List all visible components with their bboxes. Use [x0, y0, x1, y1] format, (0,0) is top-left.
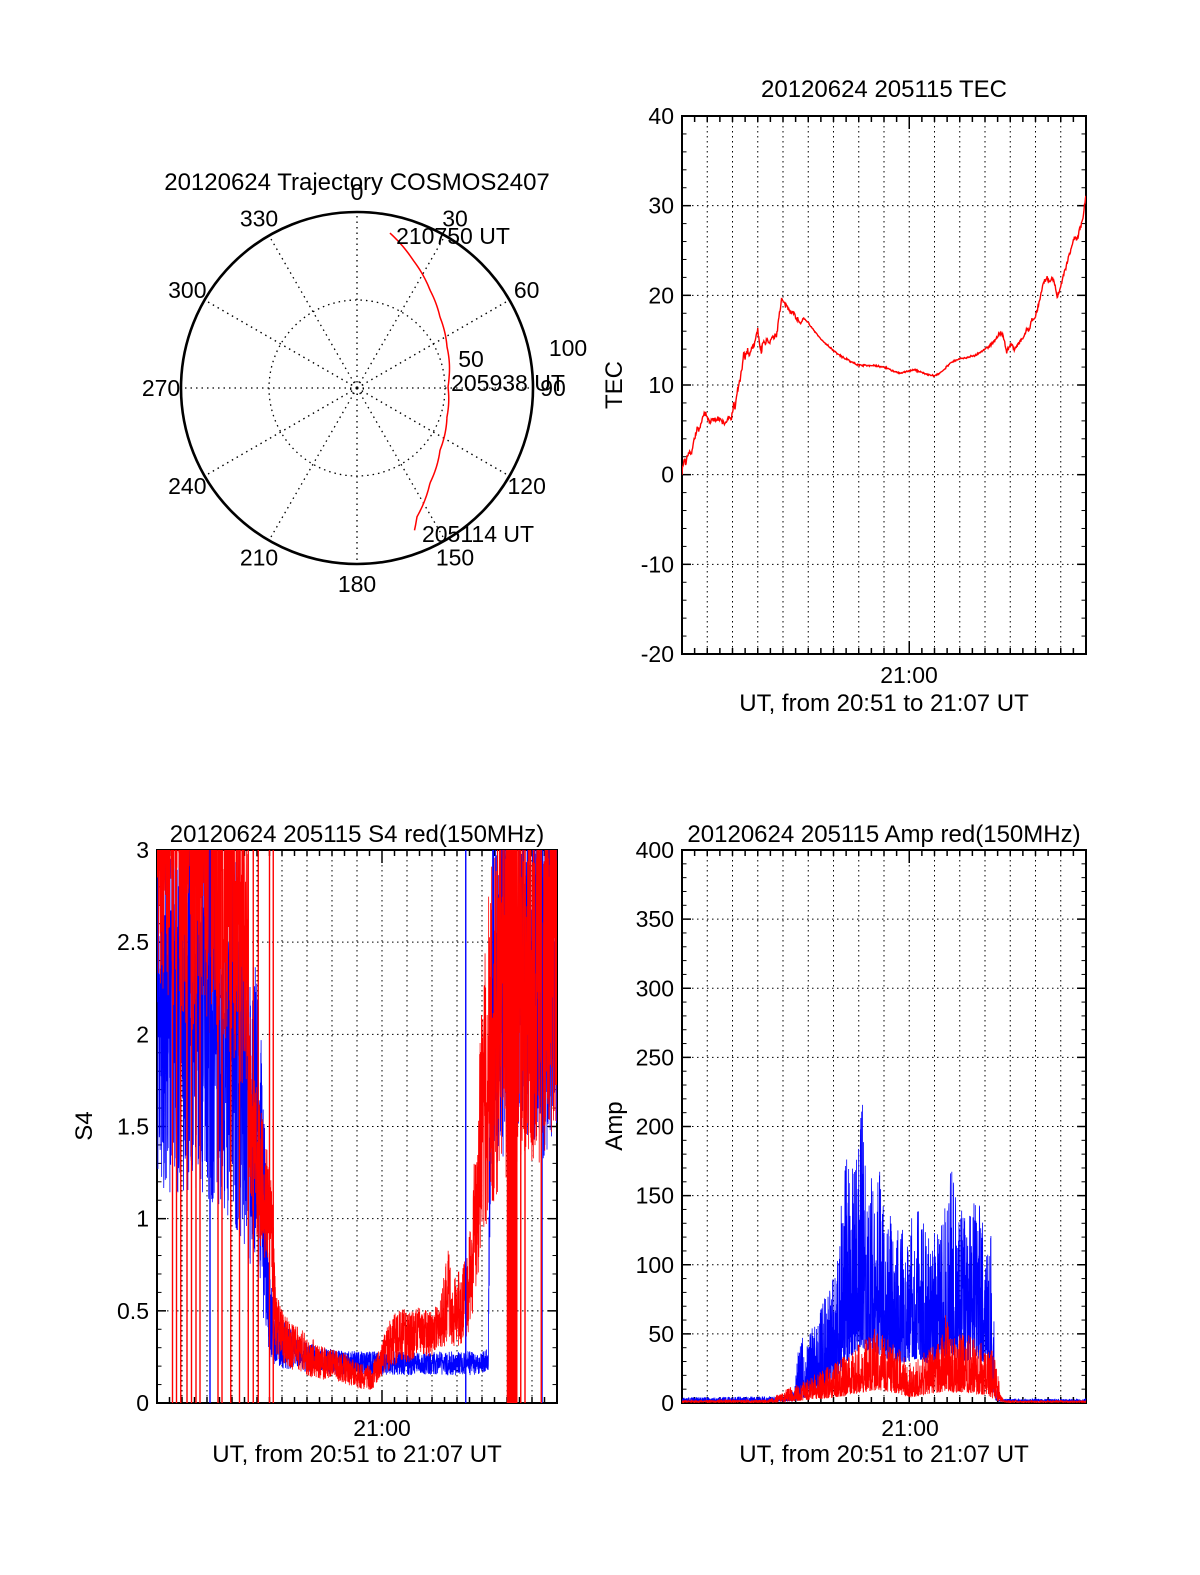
polar-spoke — [204, 299, 358, 389]
tec-x-tick-label: 21:00 — [880, 662, 938, 688]
tec-series — [682, 195, 1086, 475]
azimuth-tick-label: 180 — [338, 571, 376, 597]
y-tick-label: 30 — [648, 193, 674, 219]
s4-title: 20120624 205115 S4 red(150MHz) — [170, 821, 544, 848]
plot-box — [156, 849, 558, 1404]
s4-x-tick-label: 21:00 — [353, 1415, 411, 1441]
radial-tick-label: 100 — [549, 335, 587, 361]
track-time-annotation: 210750 UT — [396, 223, 510, 249]
polar-spoke — [356, 299, 510, 389]
trajectory-labels: 0 30 60 90 120 150 180 210 240 270 300 330 50 100 2107… — [142, 179, 587, 597]
y-tick-label: 20 — [648, 282, 674, 308]
y-tick-label: 300 — [636, 975, 674, 1001]
y-tick-label: -10 — [641, 551, 674, 577]
track-time-annotation: 205938 UT — [451, 370, 565, 396]
azimuth-tick-label: 300 — [168, 277, 206, 303]
y-tick-label: 1.5 — [117, 1114, 149, 1140]
s4-trace-blue — [157, 850, 557, 1376]
polar-spoke — [268, 235, 358, 389]
azimuth-tick-label: 0 — [351, 179, 364, 205]
tec-panel: 20120624 205115 TEC TEC 21:00 UT, from 2… — [601, 76, 1087, 717]
y-tick-label: 10 — [648, 372, 674, 398]
y-tick-label: 150 — [636, 1183, 674, 1209]
track-time-annotation: 205114 UT — [422, 521, 534, 547]
tec-grid: 40 30 20 10 0 -10 -20 — [641, 103, 1087, 667]
y-tick-label: 40 — [648, 103, 674, 129]
polar-ring — [268, 299, 446, 477]
s4-x-axis-label: UT, from 20:51 to 21:07 UT — [212, 1441, 502, 1468]
trajectory-panel: 20120624 Trajectory COSMOS2407 0 30 60 90 12… — [142, 169, 587, 597]
azimuth-tick-label: 240 — [168, 473, 206, 499]
y-tick-label: 50 — [648, 1321, 674, 1347]
s4-solid-span-red — [506, 850, 518, 1403]
polar-center-ring — [349, 380, 365, 396]
plot-box — [681, 115, 1087, 655]
azimuth-tick-label: 150 — [436, 545, 474, 571]
azimuth-tick-label: 330 — [240, 205, 278, 231]
azimuth-tick-label: 90 — [540, 375, 566, 401]
amp-trace-red — [682, 1315, 1086, 1403]
azimuth-tick-label: 120 — [508, 473, 546, 499]
amp-x-axis-label: UT, from 20:51 to 21:07 UT — [739, 1441, 1029, 1468]
y-tick-label: 100 — [636, 1252, 674, 1278]
polar-spoke — [268, 387, 358, 541]
y-tick-label: 400 — [636, 837, 674, 863]
radial-tick-label: 50 — [458, 346, 484, 372]
trajectory-track-line — [389, 232, 451, 531]
azimuth-tick-label: 30 — [442, 205, 468, 231]
y-tick-label: 350 — [636, 906, 674, 932]
polar-spoke — [356, 235, 446, 389]
amp-series — [682, 1104, 1086, 1403]
plot-box — [681, 849, 1087, 1404]
tec-x-axis-label: UT, from 20:51 to 21:07 UT — [739, 690, 1029, 717]
y-tick-label: 2 — [136, 1021, 149, 1047]
y-tick-label: 0 — [661, 1390, 674, 1416]
y-tick-label: -20 — [641, 641, 674, 667]
trajectory-title: 20120624 Trajectory COSMOS2407 — [164, 169, 550, 196]
amp-title: 20120624 205115 Amp red(150MHz) — [687, 821, 1080, 848]
amp-x-tick-label: 21:00 — [881, 1415, 939, 1441]
s4-trace-red — [157, 850, 557, 1390]
y-tick-label: 2.5 — [117, 929, 149, 955]
tec-line-red — [682, 195, 1086, 475]
y-tick-label: 3 — [136, 837, 149, 863]
s4-series — [157, 850, 557, 1403]
amp-y-axis-label: Amp — [601, 1101, 628, 1150]
trajectory-polar-grid — [179, 210, 535, 566]
amp-panel: 20120624 205115 Amp red(150MHz) Amp 21:0… — [601, 821, 1087, 1468]
polar-spoke — [356, 387, 446, 541]
s4-panel: 20120624 205115 S4 red(150MHz) S4 21:00 … — [71, 821, 558, 1468]
azimuth-tick-label: 270 — [142, 375, 180, 401]
y-tick-label: 0 — [136, 1390, 149, 1416]
polar-spoke — [204, 387, 358, 477]
y-tick-label: 0 — [661, 462, 674, 488]
y-tick-label: 1 — [136, 1206, 149, 1232]
azimuth-tick-label: 210 — [240, 545, 278, 571]
y-tick-label: 250 — [636, 1044, 674, 1070]
azimuth-tick-label: 60 — [514, 277, 540, 303]
polar-spoke — [356, 387, 510, 477]
polar-outer-circle — [179, 210, 535, 566]
y-tick-label: 200 — [636, 1114, 674, 1140]
amp-trace-blue — [682, 1104, 1086, 1403]
y-tick-label: 0.5 — [117, 1298, 149, 1324]
tec-y-axis-label: TEC — [601, 361, 628, 409]
tec-title: 20120624 205115 TEC — [761, 76, 1007, 103]
s4-y-axis-label: S4 — [71, 1111, 98, 1140]
